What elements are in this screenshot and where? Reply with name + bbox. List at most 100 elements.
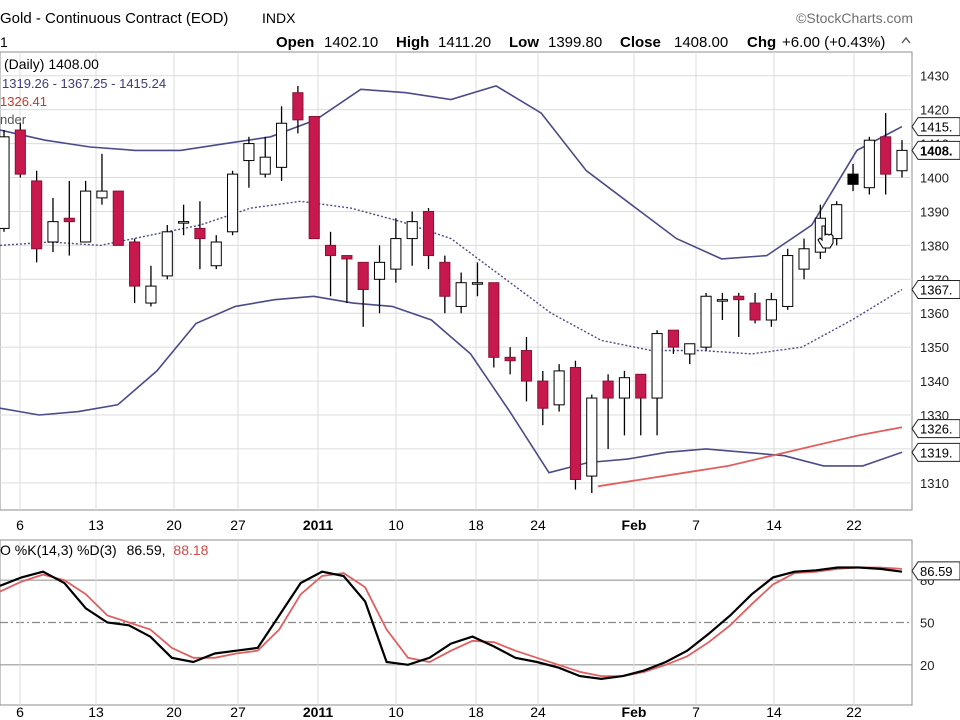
candle-down (324, 244, 337, 257)
candle-up (0, 136, 10, 229)
candle-up (390, 238, 402, 270)
stoch-grid (0, 540, 912, 705)
price-x-tick-label: 6 (16, 517, 24, 533)
candle-down (569, 367, 582, 480)
candle-up (455, 282, 467, 307)
price-x-tick-label: 2011 (303, 517, 334, 533)
candle-down (733, 295, 745, 301)
candle-down (439, 261, 451, 297)
price-x-tick-label: 13 (88, 517, 104, 533)
period-label: 1 (0, 34, 8, 50)
price-x-tick-label: 20 (166, 517, 182, 533)
value-tag-bb-upper: 1415. (911, 117, 960, 137)
price-x-tick-label: 18 (468, 517, 484, 533)
candle-up (178, 221, 190, 224)
stoch-x-tick-label: 22 (846, 704, 862, 720)
candle-up (161, 231, 173, 277)
watermark: ©StockCharts.com (796, 10, 913, 26)
candle-up (831, 204, 843, 240)
stoch-x-tick-label: Feb (622, 704, 647, 720)
value-tag-text: 1319. (920, 445, 953, 460)
stoch-x-tick-label: 2011 (303, 704, 334, 720)
candle-up (373, 261, 386, 280)
price-x-tick-label: 27 (230, 517, 246, 533)
value-tag-text: 1408. (920, 143, 953, 158)
candle-up (227, 173, 239, 233)
candle-up (651, 333, 663, 399)
stoch-legend: O %K(14,3) %D(3) 86.59, 88.18 (0, 542, 209, 558)
candle-down (357, 261, 369, 290)
value-tag-text: 1326. (920, 422, 953, 437)
open-value: 1402.10 (324, 34, 378, 51)
candle-down (880, 136, 892, 175)
candle-down (31, 180, 43, 250)
candle-down (422, 210, 435, 257)
candle-up (700, 295, 712, 348)
candle-up (471, 282, 484, 285)
stoch-x-tick-label: 10 (388, 704, 404, 720)
stoch-tick-label: 50 (920, 616, 934, 631)
stoch-legend-d: 88.18 (173, 542, 208, 558)
candle-up (553, 370, 565, 406)
bollinger-middle-band (0, 200, 903, 355)
stoch-x-tick-label: 6 (16, 704, 24, 720)
exchange-label: INDX (262, 10, 296, 26)
candle-down (292, 92, 304, 121)
candle-up (716, 299, 728, 302)
candle-down (341, 255, 353, 260)
price-tick-label: 1430 (920, 69, 949, 84)
stoch-x-axis-labels: 6 13 20 27 2011 10 18 24 Feb 7 14 22 (16, 704, 862, 720)
value-tag-ma: 1326. (911, 419, 960, 439)
price-x-tick-label: 24 (530, 517, 546, 533)
candle-down (602, 380, 614, 399)
high-label: High (396, 34, 429, 51)
candle-up (210, 241, 222, 267)
bollinger-lower-band (0, 295, 903, 474)
value-tag-bb-lower: 1319. (911, 442, 960, 462)
price-tick-label: 1380 (920, 238, 949, 253)
value-tag-stoch: 86.59 (911, 561, 960, 581)
value-tags: 1415. 1408. 1367. 1326. 1319. 86.59 (911, 117, 960, 581)
value-tag-text: 1367. (920, 282, 953, 297)
price-x-tick-label: 7 (692, 517, 700, 533)
price-tick-label: 1350 (920, 340, 949, 355)
candle-up (47, 221, 59, 243)
candle-up (896, 149, 908, 172)
legend-moving-average: 1326.41 (0, 94, 47, 109)
candle-down (504, 356, 516, 362)
stoch-k-line (0, 566, 903, 681)
value-tag-bb-mid: 1367. (911, 279, 960, 299)
candle-down (14, 129, 26, 175)
stoch-x-tick-label: 18 (468, 704, 484, 720)
low-label: Low (509, 34, 539, 51)
price-x-tick-label: 10 (388, 517, 404, 533)
price-tick-label: 1310 (920, 476, 949, 491)
stoch-x-tick-label: 7 (692, 704, 700, 720)
stoch-legend-k: 86.59, (127, 542, 166, 558)
low-value: 1399.80 (548, 34, 602, 51)
legend-fragment: nder (0, 112, 27, 127)
candle-down (308, 115, 320, 240)
candle-up (782, 255, 794, 307)
candle-up (80, 190, 92, 243)
candle-up (586, 397, 598, 477)
moving-average-line (597, 426, 903, 488)
candle-up (618, 377, 630, 399)
price-tick-label: 1340 (920, 374, 949, 389)
price-x-axis-labels: 6 13 20 27 2011 10 18 24 Feb 7 14 22 (16, 517, 862, 533)
value-tag-price: 1408. (911, 140, 960, 160)
open-label: Open (276, 34, 314, 51)
stoch-x-tick-label: 20 (166, 704, 182, 720)
candle-down (667, 329, 679, 348)
price-x-tick-label: 14 (766, 517, 782, 533)
chg-label: Chg (747, 34, 776, 51)
price-tick-label: 1360 (920, 306, 949, 321)
price-panel-frame (0, 51, 913, 511)
candlesticks (0, 85, 908, 494)
chevron-up-icon[interactable] (901, 36, 911, 44)
candle-down (112, 190, 124, 246)
stoch-x-tick-label: 24 (530, 704, 546, 720)
legend-bollinger: 1319.26 - 1367.25 - 1415.24 (2, 76, 166, 91)
